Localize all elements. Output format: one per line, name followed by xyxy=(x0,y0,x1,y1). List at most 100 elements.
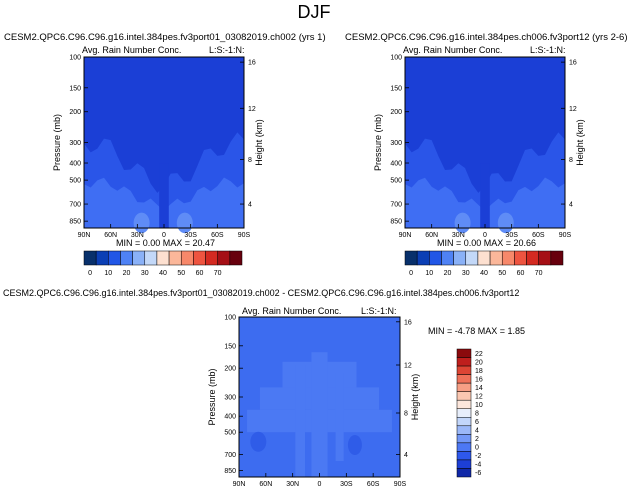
panel-2-pressure-label-700: 700 xyxy=(390,202,402,209)
panel-1-height-label-12: 12 xyxy=(248,106,256,113)
colorbar-diff-box-11 xyxy=(456,442,472,452)
colorbar-diff-box-3 xyxy=(456,374,472,384)
panel-2-shade-3 xyxy=(454,212,471,234)
colorbar-1-label-20: 20 xyxy=(123,270,131,277)
panel-3-lat-label-3: 0 xyxy=(318,481,322,488)
panel-2-lat-label-1: 60N xyxy=(425,232,438,239)
colorbar-1-box-7 xyxy=(168,250,182,266)
colorbar-2-label-0: 0 xyxy=(409,270,413,277)
page-title: DJF xyxy=(297,2,331,22)
colorbar-diff-box-10 xyxy=(456,434,472,444)
panel-2-equator-column xyxy=(480,163,490,228)
panel-3-height-label-4: 4 xyxy=(404,452,408,459)
panel-1-lat-label-5: 60S xyxy=(211,232,224,239)
panel-1-y-axis-right-label: Height (km) xyxy=(254,119,264,166)
panel-3-pressure-label-150: 150 xyxy=(224,343,236,350)
colorbar-2-box-10 xyxy=(526,250,539,266)
panel-2-shade-2 xyxy=(405,177,565,228)
panel-3-y-axis-label: Pressure (mb) xyxy=(207,368,217,425)
panel-2-lat-label-3: 0 xyxy=(483,232,487,239)
panel-2-pressure-label-200: 200 xyxy=(390,109,402,116)
colorbar-2-box-4 xyxy=(453,250,467,266)
colorbar-1-box-12 xyxy=(229,250,243,266)
colorbar-1-box-2 xyxy=(108,250,121,266)
colorbar-1-box-11 xyxy=(217,250,231,266)
colorbar-2-label-10: 10 xyxy=(425,270,433,277)
panel-2-min-max: MIN = 0.00 MAX = 20.66 xyxy=(437,238,537,248)
panel-1-pressure-label-300: 300 xyxy=(69,140,81,147)
colorbar-diff-box-5 xyxy=(456,391,472,401)
colorbar-2-label-70: 70 xyxy=(535,270,543,277)
panel-2-pressure-label-500: 500 xyxy=(390,178,402,185)
colorbar-diff-label-9: 4 xyxy=(475,428,479,435)
panel-3-lat-label-4: 30S xyxy=(340,481,353,488)
colorbar-diff-label-0: 22 xyxy=(475,351,483,358)
panel-3-pressure-label-400: 400 xyxy=(224,414,236,421)
panel-2-pressure-label-100: 100 xyxy=(390,55,402,62)
colorbar-diff-label-5: 12 xyxy=(475,393,483,400)
colorbar-diff-box-4 xyxy=(456,382,472,392)
panel-3-pressure-label-700: 700 xyxy=(224,452,236,459)
colorbar-2-box-2 xyxy=(429,250,442,266)
colorbar-diff-label-3: 16 xyxy=(475,376,483,383)
colorbar-2-box-8 xyxy=(501,250,515,266)
colorbar-1-box-0 xyxy=(83,250,97,266)
colorbar-2-box-12 xyxy=(550,250,564,266)
panel-1-pressure-label-850: 850 xyxy=(69,219,81,226)
colorbar-2-box-3 xyxy=(441,250,454,266)
panel-1-lat-label-3: 0 xyxy=(162,232,166,239)
colorbar-diff-label-10: 2 xyxy=(475,436,479,443)
colorbar-diff-label-7: 8 xyxy=(475,411,479,418)
panel-3-height-label-8: 8 xyxy=(404,411,408,418)
panel-3-diff-patch-4 xyxy=(295,365,306,477)
colorbar-1-label-50: 50 xyxy=(177,270,185,277)
panel-1-y-axis-label: Pressure (mb) xyxy=(52,114,62,171)
panel-3-height-label-16: 16 xyxy=(404,319,412,326)
panel-1-height-label-8: 8 xyxy=(248,157,252,164)
panel-3-lat-label-1: 60N xyxy=(259,481,272,488)
panel-3-field-label: Avg. Rain Number Conc. xyxy=(242,306,342,316)
colorbar-diff-box-7 xyxy=(456,408,472,418)
panel-1-shade-2 xyxy=(84,177,244,228)
panel-3-diff-low-1 xyxy=(250,431,267,452)
panel-3-pressure-label-500: 500 xyxy=(224,430,236,437)
panel-2-title: CESM2.QPC6.C96.C96.g16.intel.384pes.ch00… xyxy=(345,32,628,43)
colorbar-1-box-4 xyxy=(132,250,146,266)
colorbar-2-box-6 xyxy=(477,250,491,266)
colorbar-1-box-5 xyxy=(144,250,158,266)
panel-3-y-axis-right-label: Height (km) xyxy=(410,374,420,421)
colorbar-diff-label-14: -6 xyxy=(475,470,481,477)
colorbar-2-label-30: 30 xyxy=(462,270,470,277)
panel-2-pressure-label-400: 400 xyxy=(390,161,402,168)
colorbar-2-label-20: 20 xyxy=(444,270,452,277)
colorbar-2-box-0 xyxy=(404,250,418,266)
colorbar-diff-label-4: 14 xyxy=(475,385,483,392)
colorbar-diff-label-8: 6 xyxy=(475,419,479,426)
panel-2-lat-label-6: 90S xyxy=(559,232,572,239)
panel-1-lat-label-6: 90S xyxy=(238,232,251,239)
panel-3-lat-label-5: 60S xyxy=(367,481,380,488)
colorbar-diff-label-2: 18 xyxy=(475,368,483,375)
colorbar-diff-box-2 xyxy=(456,365,472,375)
panel-1-level-label: L:S:-1:N: xyxy=(209,45,245,55)
colorbar-1-label-10: 10 xyxy=(104,270,112,277)
panel-3-lat-label-2: 30N xyxy=(286,481,299,488)
panel-1-pressure-label-150: 150 xyxy=(69,85,81,92)
colorbar-diff-box-12 xyxy=(456,451,472,461)
panel-3-diff-low-2 xyxy=(347,435,362,455)
panel-2-shade-4 xyxy=(497,212,514,234)
panel-1-lat-label-0: 90N xyxy=(78,232,91,239)
panel-1-pressure-label-700: 700 xyxy=(69,202,81,209)
panel-3-pressure-label-850: 850 xyxy=(224,468,236,475)
panel-2-lat-label-0: 90N xyxy=(399,232,412,239)
panel-1-title: CESM2.QPC6.C96.C96.g16.intel.384pes.fv3p… xyxy=(4,32,326,43)
panel-1-field-label: Avg. Rain Number Conc. xyxy=(82,45,182,55)
colorbar-1-label-40: 40 xyxy=(159,270,167,277)
panel-3-title: CESM2.QPC6.C96.C96.g16.intel.384pes.fv3p… xyxy=(3,288,520,298)
panel-2-y-axis-right-label: Height (km) xyxy=(575,119,585,166)
panel-2-height-label-12: 12 xyxy=(569,106,577,113)
panel-2-height-label-8: 8 xyxy=(569,157,573,164)
panel-1-lat-label-1: 60N xyxy=(104,232,117,239)
colorbar-1-label-60: 60 xyxy=(196,270,204,277)
